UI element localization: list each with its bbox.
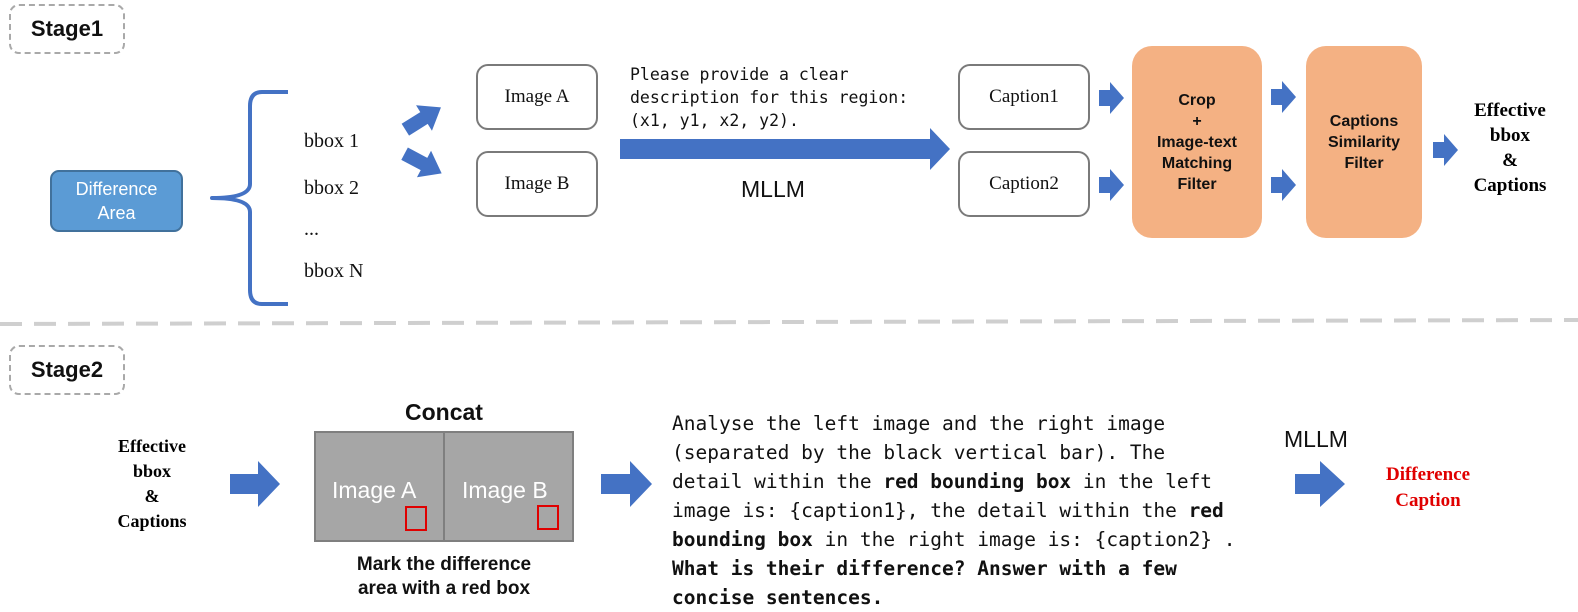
arrow-stage2-mllm-icon [1295, 461, 1345, 507]
mark-caption-line2: area with a red box [357, 578, 531, 599]
concat-image-a-label: Image A [332, 477, 417, 503]
region-prompt: Please provide a clear description for t… [630, 63, 908, 132]
image-b-label: Image B [504, 173, 570, 194]
prompt-line3-post: in the left [1071, 470, 1213, 493]
stage1-model-label: MLLM [741, 176, 805, 202]
arrow-caption2-icon [1099, 169, 1124, 201]
concat-divider [443, 433, 445, 540]
stage1-output-line4: Captions [1473, 175, 1547, 196]
captions-similarity-filter: Captions Similarity Filter [1306, 46, 1422, 238]
difference-prompt: Analyse the left image and the right ima… [672, 409, 1236, 612]
stage2-label: Stage2 [9, 345, 125, 395]
caption1-box: Caption1 [958, 64, 1090, 130]
prompt-line6-bold: What is their difference? Answer with a … [672, 557, 1177, 580]
stage2-model-label: MLLM [1284, 426, 1348, 452]
prompt-line4-pre: image is: {caption1}, the detail within … [672, 499, 1189, 522]
arrow-stage2-input-icon [230, 461, 280, 507]
prompt-line5: bounding box in the right image is: {cap… [672, 525, 1236, 554]
region-prompt-line1: Please provide a clear [630, 65, 849, 84]
stage1-output-line3: & [1502, 150, 1518, 171]
region-prompt-line2: description for this region: [630, 88, 909, 107]
stage2-label-text: Stage2 [30, 357, 104, 382]
stage1-output: Effective bbox & Captions [1462, 98, 1558, 198]
prompt-line5-post: in the right image is: {caption2} . [812, 528, 1236, 551]
filter1-line1: Crop [1178, 91, 1216, 109]
bbox-item-2: bbox 2 [304, 177, 359, 199]
prompt-line6: What is their difference? Answer with a … [672, 554, 1236, 583]
stage1-label: Stage1 [9, 4, 125, 54]
stage1-output-line2: bbox [1489, 125, 1531, 146]
bbox-item-n: bbox N [304, 260, 364, 282]
prompt-line4-bold: red [1188, 499, 1224, 522]
prompt-line3-pre: detail within the [672, 470, 884, 493]
arrow-caption1-icon [1099, 82, 1124, 114]
bbox-item-1: bbox 1 [304, 130, 359, 152]
arrow-output-icon [1433, 134, 1458, 166]
stage2-input-line3: & [144, 486, 160, 506]
prompt-line2: (separated by the black vertical bar). T… [672, 441, 1166, 464]
caption1-label: Caption1 [989, 86, 1059, 107]
stage2-input-line1: Effective [118, 436, 186, 456]
filter2-line3: Filter [1344, 154, 1384, 172]
red-box-right [537, 505, 559, 530]
stage2-input: Effective bbox & Captions [104, 434, 200, 534]
stage1-output-line1: Effective [1474, 100, 1546, 121]
prompt-line3-bold: red bounding box [883, 470, 1072, 493]
caption2-box: Caption2 [958, 151, 1090, 217]
prompt-line7: concise sentences. [672, 583, 1236, 612]
image-text-matching-filter: Crop + Image-text Matching Filter [1132, 46, 1262, 238]
image-a-label: Image A [504, 86, 570, 107]
filter1-line3: Image-text [1156, 133, 1238, 151]
bbox-item-ellipsis: ... [304, 218, 319, 240]
difference-caption-line1: Difference [1385, 464, 1471, 485]
mllm-long-arrow-icon [620, 128, 950, 170]
concat-image-b-label: Image B [462, 477, 548, 503]
arrow-filter-top-icon [1271, 81, 1296, 113]
prompt-line7-bold: concise sentences. [672, 586, 884, 609]
prompt-line5-bold: bounding box [672, 528, 813, 551]
image-b-box: Image B [476, 151, 598, 217]
bbox-bracket-icon [210, 90, 288, 306]
filter1-line2: + [1192, 112, 1202, 130]
image-a-box: Image A [476, 64, 598, 130]
caption2-label: Caption2 [989, 173, 1059, 194]
red-box-left [405, 506, 427, 531]
difference-caption-output: Difference Caption [1366, 462, 1490, 514]
stage1-label-text: Stage1 [30, 16, 104, 41]
arrow-up-right-icon [401, 105, 441, 136]
filter2-line2: Similarity [1327, 133, 1401, 151]
filter1-line5: Filter [1177, 175, 1217, 193]
arrow-stage2-concat-icon [601, 461, 652, 507]
concat-image-panel: Image A Image B [314, 431, 574, 542]
mark-caption-line1: Mark the difference [356, 554, 532, 575]
mark-caption: Mark the difference area with a red box [314, 553, 574, 601]
prompt-line1: Analyse the left image and the right ima… [672, 412, 1166, 435]
concat-title: Concat [405, 399, 483, 425]
stage2-input-line4: Captions [117, 511, 187, 531]
difference-caption-line2: Caption [1395, 490, 1461, 511]
stage2-input-line2: bbox [132, 461, 172, 481]
difference-area-line1: Difference [75, 179, 158, 199]
prompt-line3: detail within the red bounding box in th… [672, 467, 1236, 496]
filter1-line4: Matching [1161, 154, 1233, 172]
difference-area-box: Difference Area [50, 170, 183, 232]
arrow-filter-bottom-icon [1271, 169, 1296, 201]
filter2-line1: Captions [1329, 112, 1399, 130]
arrow-down-right-icon [401, 147, 442, 178]
region-prompt-line3: (x1, y1, x2, y2). [630, 111, 799, 130]
difference-area-line2: Area [97, 203, 136, 223]
prompt-line4: image is: {caption1}, the detail within … [672, 496, 1236, 525]
stage-divider [0, 318, 1578, 326]
